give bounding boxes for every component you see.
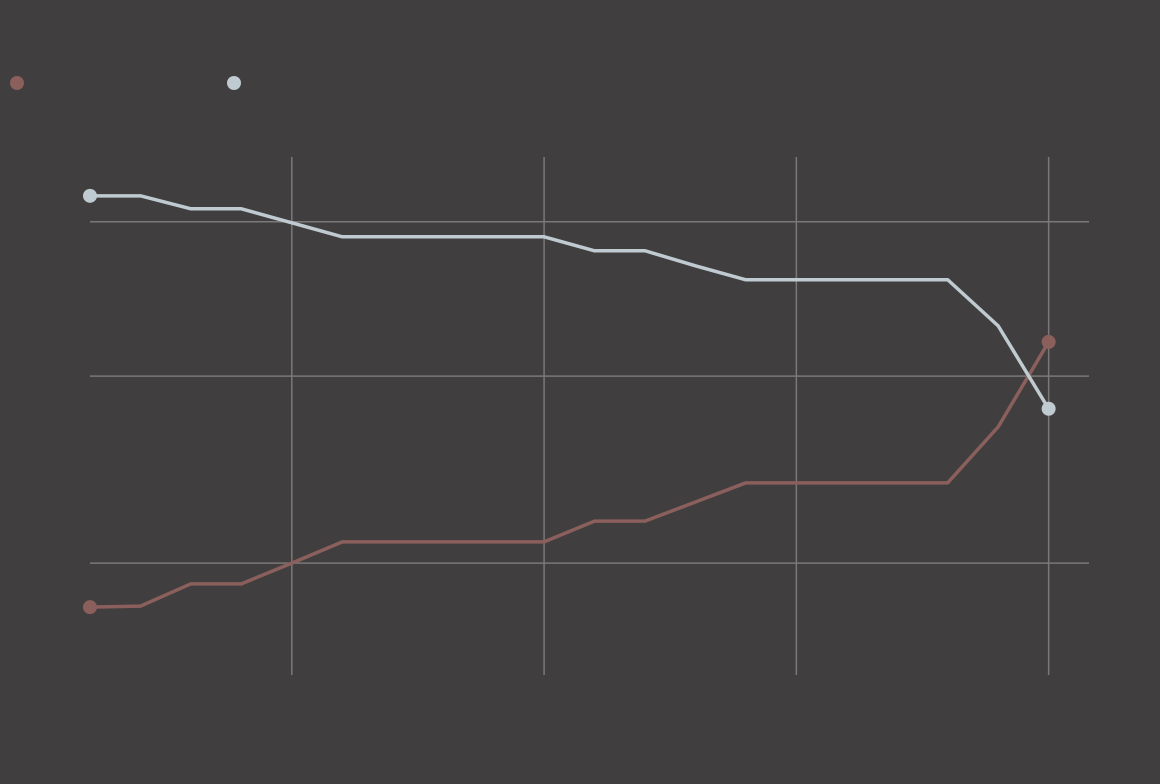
end-point xyxy=(1041,334,1056,349)
end-point xyxy=(1041,401,1056,416)
legend-marker xyxy=(10,76,24,90)
legend-marker xyxy=(227,76,241,90)
line xyxy=(89,341,1051,609)
end-point xyxy=(83,188,97,203)
end-point xyxy=(83,600,97,615)
line xyxy=(90,194,1051,410)
